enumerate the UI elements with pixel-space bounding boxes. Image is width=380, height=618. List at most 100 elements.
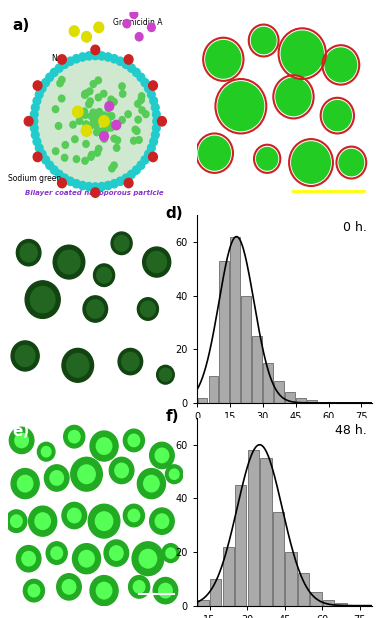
Bar [296,397,306,403]
Circle shape [124,429,144,452]
Bar [323,600,334,606]
Circle shape [62,502,87,528]
Circle shape [67,353,89,377]
Circle shape [150,442,174,468]
Circle shape [128,434,140,447]
Circle shape [124,504,144,527]
Circle shape [93,129,100,136]
Circle shape [144,475,159,492]
Circle shape [59,77,65,83]
Circle shape [90,112,96,119]
Circle shape [24,579,44,602]
Circle shape [95,77,101,84]
Circle shape [32,54,158,189]
Circle shape [72,136,78,143]
Circle shape [66,57,74,66]
Circle shape [105,101,114,111]
Circle shape [88,153,94,160]
Circle shape [149,81,157,90]
Circle shape [132,126,138,133]
Circle shape [104,53,112,61]
Circle shape [95,94,101,101]
Circle shape [135,33,143,41]
Bar [285,392,295,403]
Circle shape [73,156,80,163]
Circle shape [128,171,135,179]
Bar [209,376,218,403]
Circle shape [128,64,135,72]
Circle shape [90,80,97,87]
Circle shape [252,27,276,54]
Circle shape [87,88,93,95]
Circle shape [44,465,69,491]
Circle shape [51,69,58,77]
Circle shape [41,447,51,457]
Circle shape [11,341,39,371]
Circle shape [166,548,176,558]
Circle shape [218,82,264,130]
Text: f): f) [165,408,179,423]
Circle shape [111,162,117,169]
Circle shape [150,137,158,146]
Circle shape [85,182,93,191]
Circle shape [15,433,28,447]
Circle shape [24,117,33,126]
Circle shape [281,31,323,76]
Circle shape [66,177,74,185]
Bar [235,485,247,606]
Circle shape [108,96,114,103]
Circle shape [83,296,108,322]
Circle shape [135,101,141,107]
Circle shape [17,475,33,492]
Circle shape [97,582,112,599]
Circle shape [147,90,155,99]
Bar [220,261,230,403]
Circle shape [105,119,111,126]
Circle shape [145,150,152,158]
Circle shape [98,117,104,124]
Circle shape [105,105,111,112]
Circle shape [133,69,140,77]
Circle shape [98,52,106,60]
Circle shape [11,468,39,499]
Circle shape [73,106,83,117]
Circle shape [114,145,120,151]
Circle shape [16,240,41,266]
Circle shape [94,150,100,156]
Circle shape [133,581,145,593]
Circle shape [46,73,54,82]
Circle shape [157,365,174,384]
Circle shape [100,132,108,141]
Circle shape [55,171,63,179]
Bar [263,363,273,403]
Circle shape [46,161,54,169]
Circle shape [73,180,80,188]
Circle shape [92,116,98,122]
Circle shape [114,235,129,251]
Circle shape [276,78,311,116]
Text: 48 h.: 48 h. [336,423,367,436]
Circle shape [25,281,60,318]
Circle shape [143,111,149,117]
Bar [252,336,262,403]
Circle shape [98,182,106,191]
Circle shape [83,121,89,128]
Circle shape [138,96,144,103]
Circle shape [122,174,130,182]
Circle shape [115,464,128,478]
Circle shape [150,508,174,535]
Circle shape [147,23,155,32]
Circle shape [71,457,102,491]
Bar [310,592,321,606]
Circle shape [162,544,179,562]
Circle shape [62,154,68,161]
Circle shape [158,117,166,126]
Circle shape [58,250,80,274]
Circle shape [137,73,145,82]
Circle shape [59,95,65,102]
Circle shape [32,103,39,112]
Circle shape [152,131,159,139]
Circle shape [325,48,356,82]
Circle shape [91,45,100,54]
Circle shape [73,544,101,574]
